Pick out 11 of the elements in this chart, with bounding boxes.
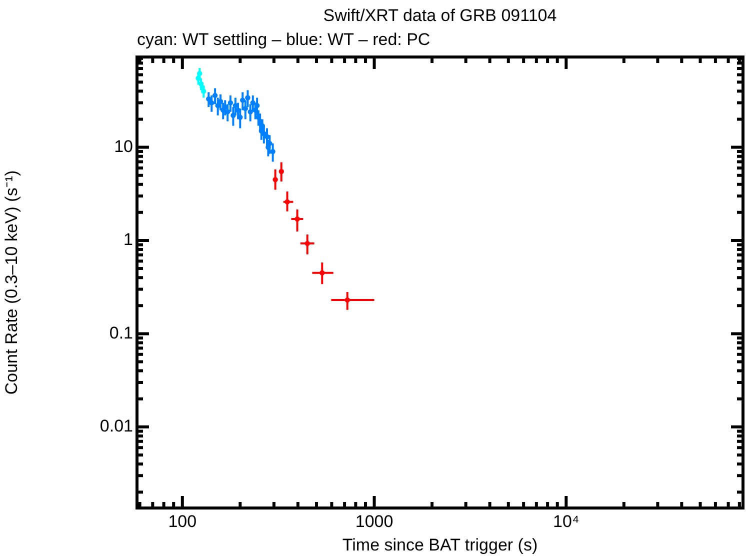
y-tick-label: 0.01 <box>100 416 133 436</box>
x-tick-label: 10⁴ <box>553 512 580 531</box>
y-tick-label: 10 <box>114 136 133 156</box>
x-tick-label: 1000 <box>355 512 394 531</box>
y-axis-title: Count Rate (0.3–10 keV) (s⁻¹) <box>2 170 21 395</box>
x-tick-label: 100 <box>168 512 197 531</box>
x-axis-title: Time since BAT trigger (s) <box>342 535 538 554</box>
chart-subtitle: cyan: WT settling – blue: WT – red: PC <box>137 30 430 50</box>
y-tick-label: 1 <box>124 230 133 250</box>
chart-title: Swift/XRT data of GRB 091104 <box>322 6 558 26</box>
y-tick-label: 0.1 <box>109 323 133 342</box>
